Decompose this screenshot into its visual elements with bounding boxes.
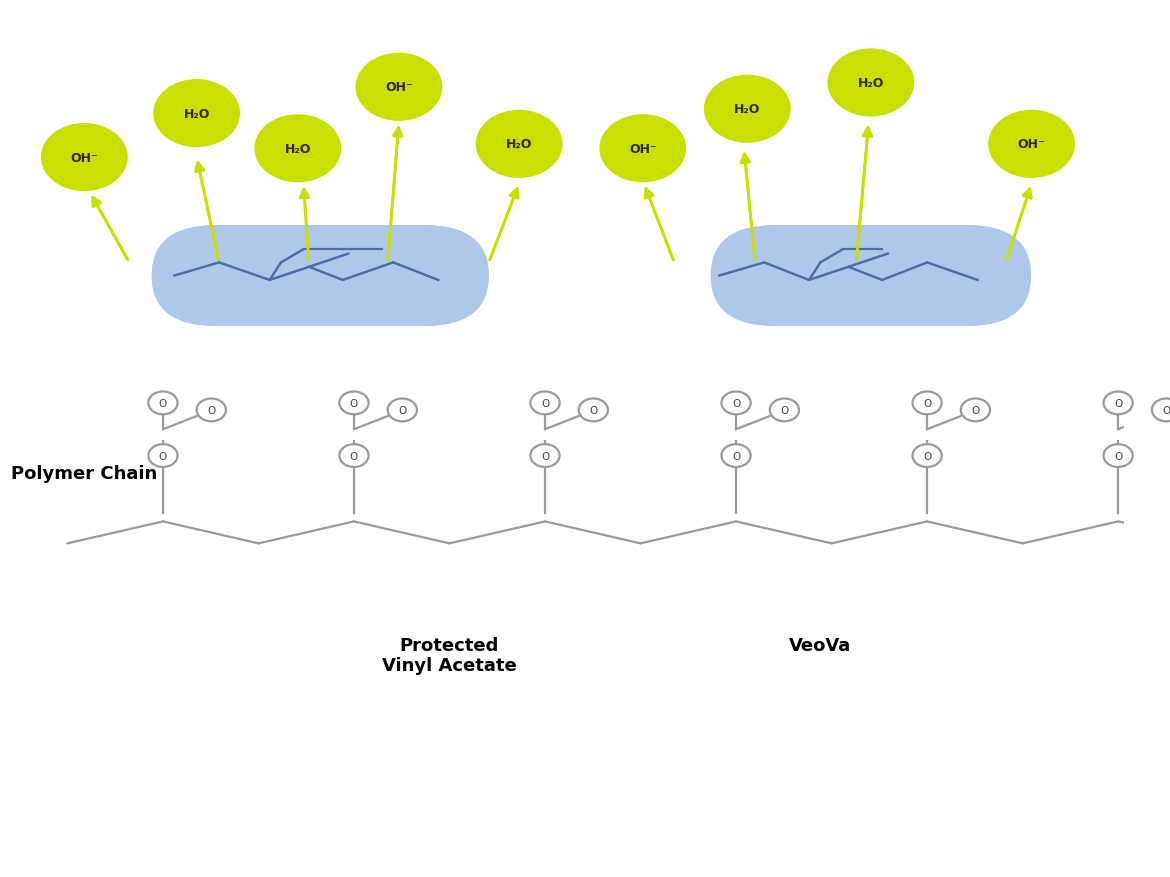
Text: H₂O: H₂O [505,139,532,151]
Text: OH⁻: OH⁻ [385,82,413,94]
Text: OH⁻: OH⁻ [629,143,656,155]
Text: O: O [1162,405,1170,416]
Circle shape [387,399,417,422]
Text: H₂O: H₂O [734,103,760,116]
Text: O: O [1114,398,1122,409]
Text: Protected
Vinyl Acetate: Protected Vinyl Acetate [383,636,517,674]
Circle shape [913,445,942,467]
Circle shape [770,399,799,422]
Circle shape [722,445,751,467]
Text: OH⁻: OH⁻ [70,152,98,164]
FancyBboxPatch shape [711,225,1031,326]
Text: O: O [207,405,215,416]
Text: H₂O: H₂O [284,143,311,155]
Circle shape [961,399,990,422]
Circle shape [530,392,559,415]
Circle shape [255,116,340,182]
Text: Polymer Chain: Polymer Chain [12,465,158,482]
Text: O: O [398,405,406,416]
Circle shape [600,116,686,182]
FancyBboxPatch shape [152,225,489,326]
Text: O: O [1114,451,1122,461]
Circle shape [149,392,178,415]
Text: O: O [732,398,741,409]
Text: O: O [350,398,358,409]
Text: O: O [541,398,549,409]
Circle shape [722,392,751,415]
Text: H₂O: H₂O [184,108,209,120]
Circle shape [339,445,369,467]
Text: O: O [971,405,979,416]
Text: O: O [159,398,167,409]
FancyBboxPatch shape [152,225,489,326]
Circle shape [149,445,178,467]
Circle shape [197,399,226,422]
Circle shape [828,50,914,117]
Text: O: O [159,451,167,461]
Circle shape [913,392,942,415]
Text: O: O [780,405,789,416]
FancyBboxPatch shape [711,225,1031,326]
Text: O: O [923,398,931,409]
Text: O: O [732,451,741,461]
Circle shape [1103,445,1133,467]
Circle shape [1103,392,1133,415]
Text: VeoVa: VeoVa [790,636,852,654]
Text: O: O [590,405,598,416]
Circle shape [339,392,369,415]
Circle shape [356,54,441,121]
Circle shape [476,111,562,178]
Circle shape [704,76,790,143]
Circle shape [1151,399,1170,422]
Circle shape [989,111,1074,178]
Circle shape [579,399,608,422]
Text: OH⁻: OH⁻ [1018,139,1046,151]
Circle shape [154,81,240,147]
Circle shape [530,445,559,467]
Text: H₂O: H₂O [858,77,885,89]
Text: O: O [923,451,931,461]
Text: O: O [541,451,549,461]
Text: O: O [350,451,358,461]
Circle shape [42,125,128,191]
